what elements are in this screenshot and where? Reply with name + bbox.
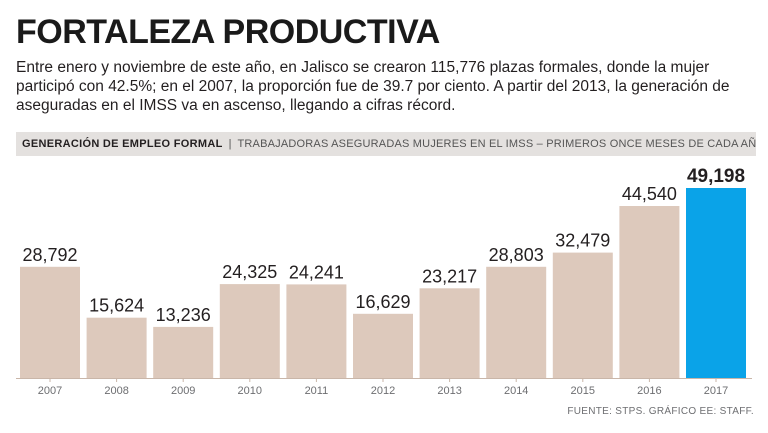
value-label-2015: 32,479: [555, 231, 610, 251]
year-label-2007: 2007: [38, 385, 62, 397]
bar-2017: [686, 188, 746, 378]
bar-2012: [353, 313, 413, 378]
bar-2011: [286, 284, 347, 378]
bar-2009: [153, 326, 214, 378]
year-label-2011: 2011: [305, 385, 329, 397]
title-separator: |: [228, 138, 232, 150]
bar-2008: [86, 317, 147, 378]
chart-header-strip: GENERACIÓN DE EMPLEO FORMAL | TRABAJADOR…: [16, 132, 756, 156]
value-label-2017: 49,198: [687, 166, 745, 187]
year-label-2009: 2009: [171, 385, 195, 397]
value-label-2010: 24,325: [222, 262, 277, 282]
year-label-2013: 2013: [437, 385, 461, 397]
chart-subtitle: TRABAJADORAS ASEGURADAS MUJERES EN EL IM…: [237, 138, 756, 150]
bar-2013: [419, 288, 480, 378]
value-label-2007: 28,792: [22, 245, 77, 265]
value-label-2009: 13,236: [156, 305, 211, 325]
headline: FORTALEZA PRODUCTIVA: [16, 13, 440, 51]
source-note: FUENTE: STPS. GRÁFICO EE: STAFF.: [567, 406, 754, 417]
year-label-2015: 2015: [571, 385, 595, 397]
year-label-2012: 2012: [371, 385, 395, 397]
chart-title: GENERACIÓN DE EMPLEO FORMAL: [22, 138, 223, 150]
year-label-2017: 2017: [704, 385, 728, 397]
value-label-2012: 16,629: [355, 292, 410, 312]
bar-chart: 28,792 2007 15,624 2008 13,236 2009 24,325 2010…: [16, 166, 752, 397]
value-label-2011: 24,241: [289, 262, 344, 282]
year-label-2010: 2010: [238, 385, 262, 397]
value-label-2014: 28,803: [489, 245, 544, 265]
bar-2016: [619, 206, 680, 378]
bar-2010: [219, 284, 280, 378]
year-label-2014: 2014: [504, 385, 528, 397]
year-label-2016: 2016: [637, 385, 661, 397]
value-label-2013: 23,217: [422, 266, 477, 286]
bar-2014: [486, 266, 547, 378]
bar-2007: [20, 266, 80, 378]
value-label-2016: 44,540: [622, 184, 677, 204]
bar-2015: [552, 252, 613, 378]
year-label-2008: 2008: [104, 385, 128, 397]
value-label-2008: 15,624: [89, 296, 144, 316]
intro-paragraph: Entre enero y noviembre de este año, en …: [16, 59, 730, 114]
